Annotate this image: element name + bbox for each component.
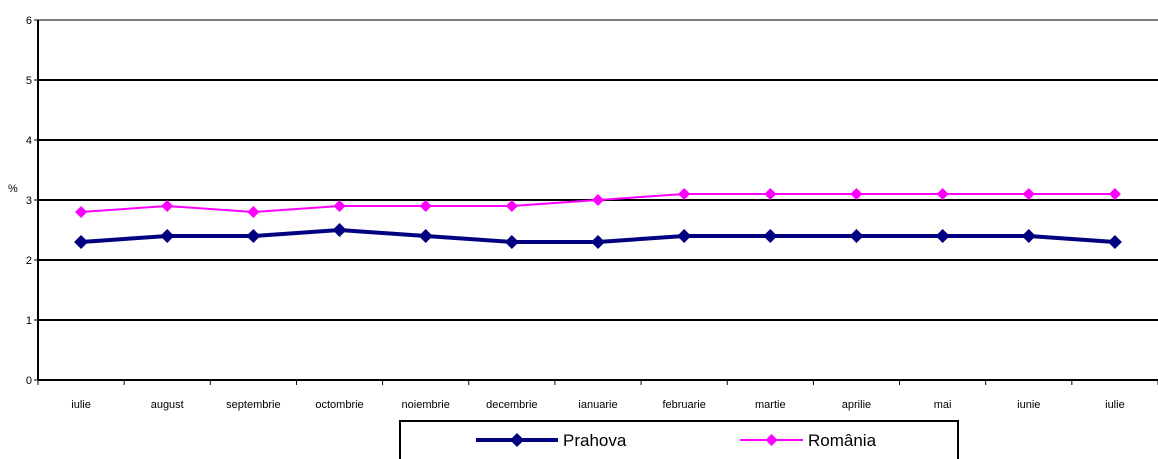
- x-tick-label: noiembrie: [402, 399, 450, 411]
- data-point: [764, 188, 777, 200]
- x-tick-label: aprilie: [842, 399, 871, 411]
- x-tick-label: iunie: [1017, 399, 1040, 411]
- x-tick-label: octombrie: [315, 399, 363, 411]
- y-axis: 0 1 2 3 4 5 6: [26, 15, 39, 387]
- data-point: [74, 235, 89, 249]
- data-point: [1108, 188, 1121, 200]
- y-tick-label: 1: [26, 315, 32, 327]
- data-point: [160, 229, 175, 243]
- x-tick-label: martie: [755, 399, 786, 411]
- data-point: [935, 229, 950, 243]
- y-tick-label: 2: [26, 255, 32, 267]
- legend-label: Prahova: [563, 431, 627, 450]
- y-tick-label: 0: [26, 375, 32, 387]
- data-point: [246, 229, 261, 243]
- data-point: [504, 235, 519, 249]
- legend-marker: [510, 433, 524, 447]
- data-point: [591, 235, 605, 249]
- x-tick-label: decembrie: [486, 399, 537, 411]
- data-point: [849, 229, 864, 243]
- data-point: [1022, 188, 1035, 200]
- x-tick-label: mai: [934, 399, 952, 411]
- series-group: [74, 188, 1122, 249]
- y-tick-label: 5: [26, 75, 32, 87]
- data-point: [592, 194, 604, 206]
- x-axis: iulie august septembrie octombrie noiembrie d…: [37, 379, 1158, 411]
- data-point: [850, 188, 863, 200]
- data-point: [936, 188, 949, 200]
- legend-marker: [765, 434, 778, 446]
- y-tick-label: 4: [26, 135, 32, 147]
- x-tick-label: ianuarie: [578, 399, 617, 411]
- x-tick-label: iulie: [71, 399, 91, 411]
- legend-label: România: [808, 431, 877, 450]
- data-point: [247, 206, 260, 218]
- y-tick-label: 6: [26, 15, 32, 27]
- data-point: [1107, 235, 1122, 249]
- x-tick-label: august: [151, 399, 184, 411]
- data-point: [332, 223, 347, 237]
- data-point: [418, 229, 433, 243]
- data-point: [677, 229, 692, 243]
- legend: Prahova România: [399, 420, 959, 459]
- data-point: [763, 229, 778, 243]
- x-tick-label: iulie: [1105, 399, 1125, 411]
- data-point: [505, 200, 518, 212]
- x-tick-label: februarie: [662, 399, 705, 411]
- x-tick-label: septembrie: [226, 399, 280, 411]
- data-point: [678, 188, 691, 200]
- data-point: [333, 200, 346, 212]
- data-point: [419, 200, 432, 212]
- data-point: [161, 200, 174, 212]
- y-tick-label: 3: [26, 195, 32, 207]
- data-point: [1021, 229, 1036, 243]
- gridlines: [38, 19, 1158, 321]
- y-axis-label: %: [8, 183, 18, 195]
- data-point: [75, 206, 88, 218]
